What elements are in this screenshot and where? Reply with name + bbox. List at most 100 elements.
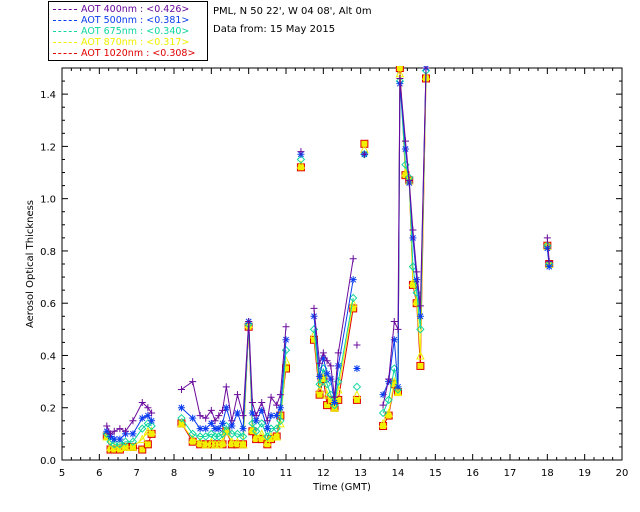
data-point bbox=[148, 417, 156, 425]
data-point bbox=[296, 160, 306, 169]
data-point bbox=[233, 429, 242, 439]
data-point bbox=[110, 427, 118, 435]
data-point bbox=[218, 437, 227, 446]
data-point bbox=[207, 437, 216, 446]
data-point bbox=[211, 425, 219, 433]
data-point bbox=[316, 359, 324, 367]
data-point bbox=[218, 429, 227, 439]
data-point bbox=[137, 434, 147, 444]
x-tick-label: 20 bbox=[616, 468, 629, 479]
data-point bbox=[115, 440, 125, 449]
data-point bbox=[177, 413, 186, 423]
data-point bbox=[352, 390, 362, 399]
series-line bbox=[106, 70, 550, 445]
data-point bbox=[422, 66, 430, 72]
data-point bbox=[109, 442, 119, 451]
data-point bbox=[360, 150, 368, 158]
data-point bbox=[331, 393, 339, 401]
data-point bbox=[196, 412, 204, 420]
data-point bbox=[144, 412, 152, 420]
data-point bbox=[315, 384, 324, 394]
data-point bbox=[316, 372, 324, 380]
legend-label-1020: AOT 1020nm : <0.308> bbox=[81, 48, 196, 59]
data-point bbox=[239, 425, 247, 433]
data-point bbox=[273, 401, 281, 409]
data-point bbox=[248, 424, 257, 433]
data-point bbox=[315, 390, 324, 399]
series-3 bbox=[102, 68, 554, 451]
data-point bbox=[222, 383, 230, 391]
data-point bbox=[214, 439, 224, 449]
data-point bbox=[238, 432, 248, 441]
data-point bbox=[248, 409, 256, 417]
data-point bbox=[128, 437, 138, 446]
data-point bbox=[245, 317, 253, 325]
data-point bbox=[258, 406, 266, 414]
data-point bbox=[296, 155, 306, 164]
data-point bbox=[273, 412, 281, 420]
data-point bbox=[263, 432, 272, 441]
legend: AOT 400nm : <0.426> AOT 500nm : <0.381> … bbox=[48, 1, 208, 61]
data-point bbox=[263, 425, 271, 433]
data-point bbox=[310, 312, 318, 320]
x-tick-label: 6 bbox=[96, 468, 102, 479]
data-point bbox=[349, 276, 357, 284]
x-tick-label: 12 bbox=[317, 468, 330, 479]
x-tick-label: 14 bbox=[392, 468, 405, 479]
data-point bbox=[121, 427, 129, 435]
data-point bbox=[188, 429, 197, 439]
x-tick-label: 8 bbox=[171, 468, 177, 479]
data-point bbox=[319, 349, 327, 357]
data-point bbox=[202, 425, 210, 433]
data-point bbox=[110, 435, 118, 443]
data-point bbox=[215, 412, 223, 420]
data-point bbox=[296, 163, 305, 172]
data-point bbox=[239, 412, 247, 420]
data-point bbox=[352, 395, 361, 404]
data-point bbox=[147, 426, 156, 436]
data-point bbox=[543, 244, 551, 252]
data-point bbox=[334, 362, 342, 370]
data-point bbox=[319, 354, 327, 362]
data-point bbox=[207, 406, 215, 414]
data-point bbox=[389, 376, 399, 386]
data-point bbox=[207, 419, 215, 427]
data-point bbox=[128, 442, 138, 451]
data-point bbox=[248, 399, 256, 407]
data-point bbox=[201, 432, 210, 441]
y-axis-title: Aerosol Optical Thickness bbox=[25, 200, 36, 328]
data-point bbox=[195, 437, 205, 446]
y-tick-label: 0.6 bbox=[40, 299, 56, 310]
x-axis-title: Time (GMT) bbox=[312, 482, 371, 493]
legend-label-870: AOT 870nm : <0.317> bbox=[81, 37, 190, 48]
data-point bbox=[394, 325, 402, 333]
data-point bbox=[222, 404, 230, 412]
data-point bbox=[219, 406, 227, 414]
data-point bbox=[378, 418, 388, 428]
data-point bbox=[282, 323, 290, 331]
data-point bbox=[257, 419, 266, 428]
data-point bbox=[121, 442, 130, 451]
data-point bbox=[378, 408, 388, 418]
data-point bbox=[116, 435, 124, 443]
data-point bbox=[251, 431, 261, 441]
data-point bbox=[177, 404, 185, 412]
data-point bbox=[401, 145, 409, 153]
data-point bbox=[409, 226, 417, 234]
data-point bbox=[413, 276, 421, 284]
data-point bbox=[228, 422, 236, 430]
data-point bbox=[396, 74, 404, 82]
data-point bbox=[138, 414, 146, 422]
data-point bbox=[409, 234, 417, 242]
x-tick-label: 7 bbox=[133, 468, 139, 479]
data-point bbox=[315, 380, 324, 389]
data-point bbox=[201, 439, 211, 449]
data-point bbox=[227, 437, 237, 446]
data-point bbox=[177, 418, 186, 428]
data-point bbox=[385, 375, 393, 383]
data-point bbox=[390, 317, 398, 325]
data-point bbox=[211, 417, 219, 425]
data-point bbox=[103, 427, 111, 435]
data-point bbox=[323, 357, 331, 365]
